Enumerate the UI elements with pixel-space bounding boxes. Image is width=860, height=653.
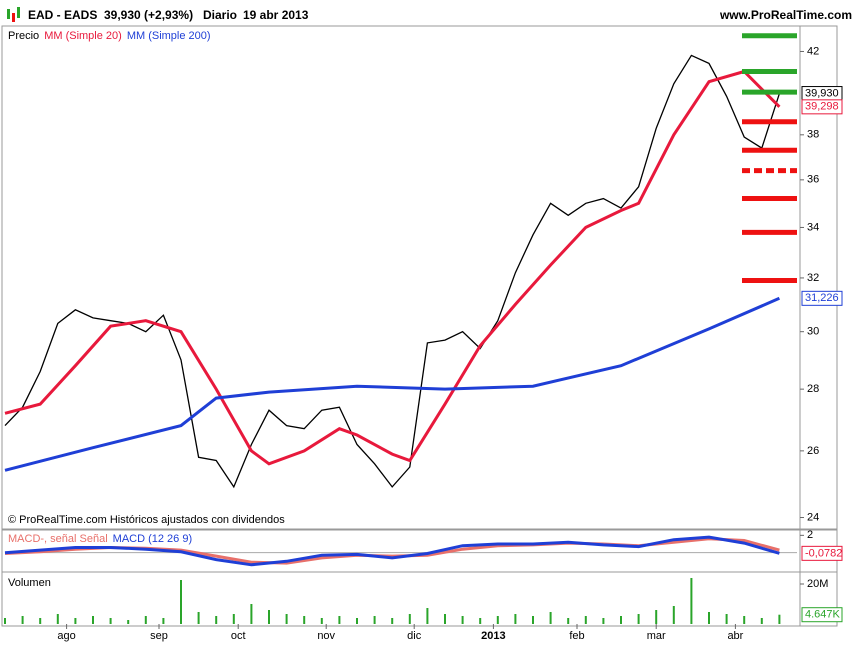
volume-bar (602, 618, 605, 624)
volume-bar (144, 616, 147, 624)
volume-bar (4, 618, 6, 624)
last-label: 4.647K (805, 609, 841, 621)
volume-bar (620, 616, 622, 624)
series-line (4, 535, 780, 567)
site: www.ProRealTime.com (719, 8, 852, 22)
volume-bar (760, 618, 763, 624)
volume-bar (232, 614, 235, 624)
volume-bar (584, 616, 587, 624)
volume-bar (408, 614, 411, 624)
y-tick-label: 26 (807, 445, 819, 457)
x-tick-label: oct (231, 630, 246, 642)
logo (12, 13, 15, 22)
y-tick-label: 42 (807, 45, 819, 57)
y-tick-label: 28 (807, 383, 819, 395)
volume-bar (373, 616, 376, 624)
y-tick-label: 2 (807, 529, 813, 541)
symbol: EAD - EADS (28, 8, 97, 22)
volume-bar (215, 616, 218, 624)
y-tick-label: 32 (807, 272, 819, 284)
x-tick-label: dic (407, 630, 422, 642)
last-label: 31,226 (805, 292, 839, 304)
volume-bar (690, 578, 693, 624)
date: 19 abr 2013 (243, 8, 309, 22)
volume-bar (461, 616, 464, 624)
last-label: 39,930 (805, 87, 839, 99)
volume-bar (338, 616, 341, 624)
x-tick-label: abr (727, 630, 743, 642)
x-tick-label: mar (647, 630, 666, 642)
volume-bar (479, 618, 482, 624)
volume-bar (549, 612, 552, 624)
volume-bar (109, 618, 112, 624)
volume-bar (39, 618, 42, 624)
volume-bar (496, 616, 499, 624)
volume-bar (197, 612, 200, 624)
volume-bar (74, 618, 77, 624)
period: Diario (203, 8, 237, 22)
volume-bar (567, 618, 570, 624)
volume-bar (708, 612, 710, 624)
volume-bar (127, 620, 130, 624)
panel-frame (1, 25, 838, 531)
y-tick-label: 20M (807, 578, 828, 590)
x-tick-label: feb (569, 630, 584, 642)
footnote: © ProRealTime.com Históricos ajustados c… (8, 514, 285, 526)
x-tick-label: ago (57, 630, 75, 642)
last-label-box (801, 545, 843, 561)
volume-bar (56, 614, 59, 624)
volume-bar (303, 616, 306, 624)
volume-bar (743, 616, 746, 624)
x-tick-label: sep (150, 630, 168, 642)
series-line (4, 69, 781, 466)
y-tick-label: 24 (807, 511, 819, 523)
volume-bar (391, 618, 394, 624)
volume-bar (162, 618, 165, 624)
legend-entry: MACD (12 26 9) (113, 533, 192, 545)
volume-bar (92, 616, 94, 624)
y-tick-label: 34 (807, 221, 819, 233)
panel-frame (1, 571, 838, 627)
chart-title: Volumen (8, 577, 51, 589)
volume-bar (21, 616, 24, 624)
volume-bar (637, 614, 640, 624)
volume-bar (532, 616, 534, 624)
series-line (4, 296, 780, 472)
x-tick-label: 2013 (481, 630, 505, 642)
volume-bar (268, 610, 270, 624)
volume-bar (356, 618, 358, 624)
legend-entry: MACD-, señal Señal (8, 533, 108, 545)
series-line (4, 54, 781, 489)
legend-entry: Precio (8, 30, 39, 42)
logo (7, 9, 10, 19)
x-tick-label: nov (317, 630, 335, 642)
volume-bar (514, 614, 517, 624)
volume-bar (655, 610, 658, 624)
y-tick-label: 36 (807, 174, 819, 186)
y-tick-label: 38 (807, 129, 819, 141)
last-label-box (801, 290, 843, 306)
volume-bar (250, 604, 253, 624)
legend-entry: MM (Simple 20) (44, 30, 122, 42)
volume-bar (778, 614, 781, 624)
volume-bar (426, 608, 429, 624)
logo (17, 7, 20, 18)
volume-bar (725, 614, 728, 624)
y-tick-label: 30 (807, 326, 819, 338)
legend-entry: MM (Simple 200) (127, 30, 211, 42)
volume-bar (672, 606, 675, 624)
volume-bar (320, 618, 323, 624)
last-label-box (801, 99, 843, 115)
last-label: 39,298 (805, 101, 839, 113)
volume-bar (444, 614, 446, 624)
last-label: -0,0782 (805, 547, 842, 559)
quote: 39,930 (+2,93%) (104, 8, 193, 22)
volume-bar (285, 614, 288, 624)
last-label-box (801, 607, 843, 623)
volume-bar (180, 580, 182, 624)
